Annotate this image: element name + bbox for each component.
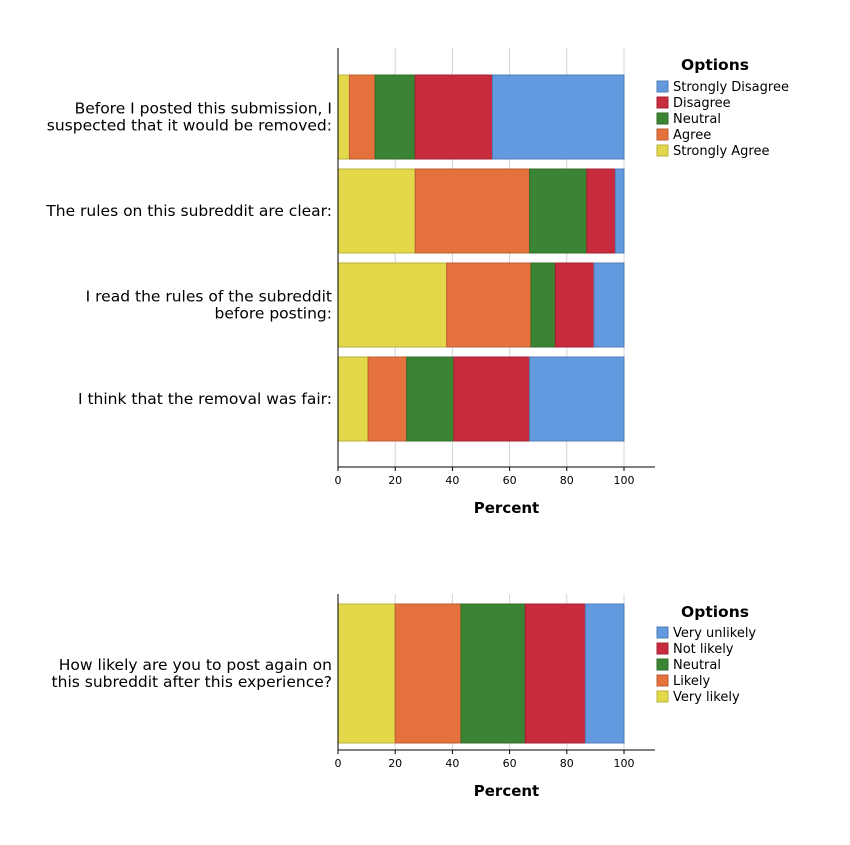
bar-segment-agree <box>348 74 376 160</box>
legend-swatch-neutral <box>656 658 669 671</box>
category-label: The rules on this subreddit are clear: <box>45 202 332 220</box>
chart-likelihood: How likely are you to post again on this … <box>52 594 756 800</box>
legend-label-strongly-disagree: Strongly Disagree <box>673 80 789 95</box>
legend-swatch-very-likely <box>656 690 669 703</box>
legend-label-strongly-agree: Strongly Agree <box>673 144 770 159</box>
legend-title: Options <box>681 603 749 621</box>
x-tick-label: 20 <box>388 474 402 487</box>
x-tick-label: 60 <box>503 757 517 770</box>
bar-segment-strongly-agree <box>337 74 350 160</box>
bar-segment-neutral <box>530 262 556 348</box>
legend-title: Options <box>681 56 749 74</box>
bar-segment-neutral <box>529 168 588 254</box>
x-tick-label: 0 <box>335 757 342 770</box>
legend-label-neutral: Neutral <box>673 112 721 127</box>
legend-swatch-very-unlikely <box>656 626 669 639</box>
bar-segment-neutral <box>406 356 455 442</box>
legend-swatch-strongly-disagree <box>656 80 669 93</box>
bar-segment-very-unlikely <box>584 603 625 744</box>
bar-segment-likely <box>394 603 462 744</box>
x-tick-label: 40 <box>445 474 459 487</box>
x-tick-label: 20 <box>388 757 402 770</box>
legend-swatch-disagree <box>656 96 669 109</box>
x-tick-label: 80 <box>560 757 574 770</box>
bar-segment-strongly-disagree <box>593 262 625 348</box>
bar-segment-not-likely <box>524 603 586 744</box>
legend-label-agree: Agree <box>673 128 711 143</box>
legend-swatch-likely <box>656 674 669 687</box>
bar-segment-strongly-agree <box>337 356 369 442</box>
legend-label-disagree: Disagree <box>673 96 731 111</box>
x-axis-title: Percent <box>474 782 539 800</box>
legend-swatch-strongly-agree <box>656 144 669 157</box>
bar-segment-disagree <box>586 168 616 254</box>
x-tick-label: 100 <box>614 474 635 487</box>
x-tick-label: 80 <box>560 474 574 487</box>
bar-segment-very-likely <box>337 603 396 744</box>
bar-segment-strongly-disagree <box>491 74 625 160</box>
x-tick-label: 100 <box>614 757 635 770</box>
bar-segment-strongly-agree <box>337 262 448 348</box>
bar-segment-strongly-disagree <box>529 356 625 442</box>
category-label: I read the rules of the subreddit before … <box>86 288 332 323</box>
legend-swatch-neutral <box>656 112 669 125</box>
bar-segment-strongly-disagree <box>614 168 625 254</box>
bar-segment-agree <box>414 168 531 254</box>
bar-segment-disagree <box>554 262 595 348</box>
legend-swatch-agree <box>656 128 669 141</box>
legend-label-very-unlikely: Very unlikely <box>673 626 756 641</box>
legend-label-very-likely: Very likely <box>673 690 740 705</box>
x-tick-label: 0 <box>335 474 342 487</box>
bar-segment-agree <box>446 262 532 348</box>
legend-swatch-not-likely <box>656 642 669 655</box>
bar-segment-disagree <box>453 356 531 442</box>
category-label: How likely are you to post again on this … <box>52 656 332 691</box>
legend-label-not-likely: Not likely <box>673 642 734 657</box>
bar-segment-agree <box>367 356 408 442</box>
legend-label-neutral: Neutral <box>673 658 721 673</box>
bar-segment-strongly-agree <box>337 168 416 254</box>
legend-label-likely: Likely <box>673 674 711 689</box>
bar-segment-neutral <box>374 74 416 160</box>
bar-segment-neutral <box>460 603 526 744</box>
x-tick-label: 40 <box>445 757 459 770</box>
x-tick-label: 60 <box>503 474 517 487</box>
category-label: I think that the removal was fair: <box>78 390 332 408</box>
bar-segment-disagree <box>414 74 493 160</box>
x-axis-title: Percent <box>474 499 539 517</box>
